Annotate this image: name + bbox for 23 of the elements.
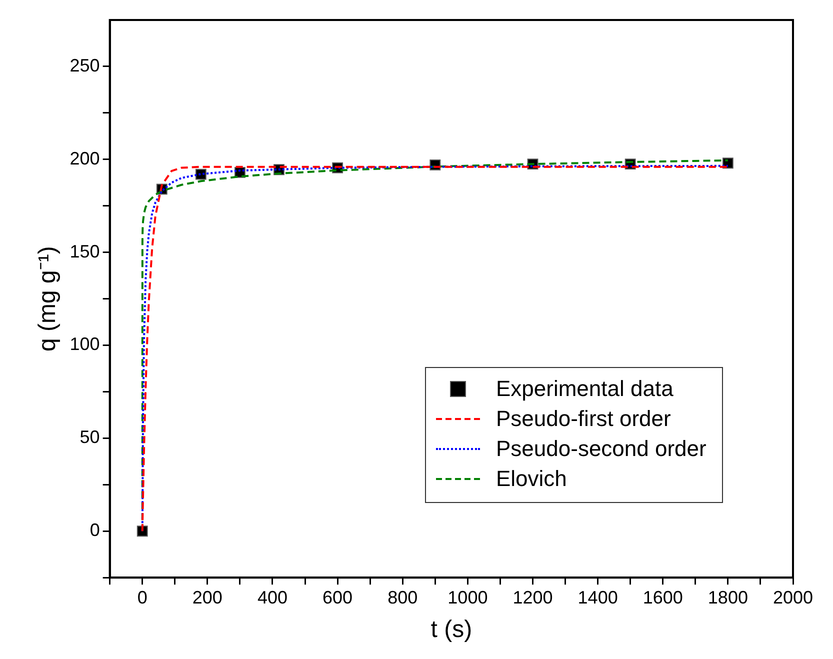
y-tick-label: 150 [70,241,100,262]
x-tick-label: 1200 [512,587,553,608]
x-tick-label: 400 [257,587,288,608]
y-axis-title: q (mg g⁻¹) [34,246,62,352]
x-axis-title: t (s) [430,616,472,644]
y-tick-label: 50 [80,427,100,448]
x-tick-label: 200 [192,587,222,608]
y-tick-label: 250 [70,55,100,76]
x-tick-label: 1400 [578,587,618,608]
legend-label: Elovich [496,466,567,492]
x-tick-label: 1000 [448,587,488,608]
y-tick-label: 200 [70,148,100,168]
legend-label: Pseudo-second order [496,436,706,462]
x-tick-label: 1600 [642,587,683,608]
legend-label: Experimental data [496,376,674,402]
x-tick-label: 1800 [708,587,748,608]
x-tick-label: 2000 [772,587,814,608]
legend-label: Pseudo-first order [496,406,671,432]
x-tick-label: 800 [388,587,418,608]
x-tick-label: 600 [322,587,353,608]
y-tick-label: 100 [70,334,100,354]
x-tick-label: 0 [137,587,148,608]
y-tick-label: 0 [90,520,100,540]
